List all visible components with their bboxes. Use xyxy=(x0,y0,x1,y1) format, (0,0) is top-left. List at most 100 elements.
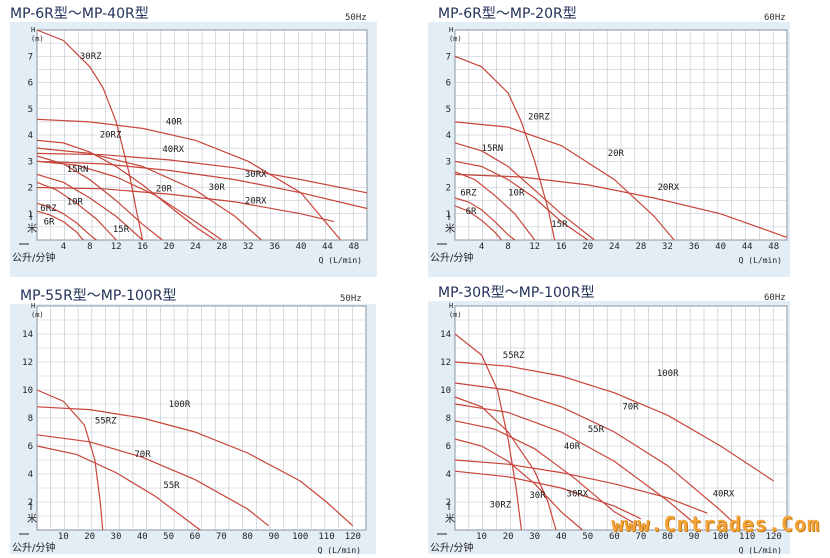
series-line-70r xyxy=(454,382,735,524)
x-tick-label: 40 xyxy=(715,242,726,252)
frequency-label: 50Hz xyxy=(340,294,362,304)
series-line-10r xyxy=(454,171,536,241)
y-tick-label: 8 xyxy=(28,414,33,424)
y-tick-label: 12 xyxy=(440,358,451,368)
x-tick-label: 48 xyxy=(348,242,359,252)
curve-label: 20RX xyxy=(658,183,680,193)
x-tick-label: 80 xyxy=(662,532,673,542)
x-tick-label: 16 xyxy=(137,242,148,252)
x-tick-label: 28 xyxy=(216,242,227,252)
y-tick-label: 4 xyxy=(28,131,33,141)
x-tick-label: 90 xyxy=(689,532,700,542)
x-tick-label: 20 xyxy=(582,242,593,252)
y-axis-label: H xyxy=(31,26,35,34)
y-axis-unit-cn: 米 xyxy=(445,512,455,525)
y-tick-label: 4 xyxy=(446,470,451,480)
curve-label: 6R xyxy=(44,217,55,227)
y-axis-unit-cn: 米 xyxy=(445,222,455,235)
curve-label: 70R xyxy=(134,450,151,460)
y-axis-unit: (m) xyxy=(449,311,462,319)
x-tick-label: 24 xyxy=(609,242,620,252)
y-axis-unit: (m) xyxy=(31,35,44,43)
x-axis-label: Q (L/min) xyxy=(739,546,782,555)
y-tick-label: 5 xyxy=(446,105,451,115)
y-tick-label: 7 xyxy=(28,52,33,62)
series-line-30rx xyxy=(454,470,642,520)
x-tick-label: 4 xyxy=(479,242,484,252)
y-tick-label: 4 xyxy=(28,470,33,480)
x-tick-label: 90 xyxy=(268,532,279,542)
curve-label: 40R xyxy=(166,118,183,128)
x-tick-label: 50 xyxy=(582,532,593,542)
series-line-10r xyxy=(36,181,117,241)
chart-title: MP-55R型～MP-100R型 xyxy=(20,288,177,304)
x-tick-label: 70 xyxy=(635,532,646,542)
x-tick-label: 36 xyxy=(269,242,280,252)
x-tick-label: 44 xyxy=(322,242,333,252)
y-axis-label: H xyxy=(449,26,453,34)
series-line-15r xyxy=(454,160,589,241)
y-tick-label: 2 xyxy=(28,498,33,508)
series-line-20rz xyxy=(454,55,556,241)
curve-label: 55R xyxy=(163,481,180,491)
y-axis-label: H xyxy=(449,302,453,310)
x-tick-label: 80 xyxy=(242,532,253,542)
series-line-55rz xyxy=(454,333,522,531)
curve-label: 20R xyxy=(608,149,625,159)
y-tick-label: 6 xyxy=(446,79,451,89)
x-tick-label: 28 xyxy=(635,242,646,252)
x-tick-label: 8 xyxy=(87,242,92,252)
curve-label: 20RZ xyxy=(100,131,122,141)
series-line-55r xyxy=(36,445,201,531)
x-tick-label: 30 xyxy=(111,532,122,542)
y-tick-label: 4 xyxy=(446,131,451,141)
y-tick-label: 6 xyxy=(446,442,451,452)
x-tick-label: 120 xyxy=(766,532,782,542)
y-tick-label: 3 xyxy=(446,157,451,167)
curve-label: 100R xyxy=(657,369,679,379)
x-axis-label: Q (L/min) xyxy=(319,256,362,265)
x-axis-label: Q (L/min) xyxy=(739,256,782,265)
curve-label: 70R xyxy=(622,403,639,413)
series-line-20rx xyxy=(36,186,335,223)
curve-label: 100R xyxy=(169,400,191,410)
curve-label: 15RN xyxy=(67,165,89,175)
x-tick-label: 12 xyxy=(111,242,122,252)
x-tick-label: 4 xyxy=(61,242,66,252)
series-line-55rz xyxy=(36,389,104,531)
x-tick-label: 44 xyxy=(742,242,753,252)
chart-title: MP-6R型～MP-40R型 xyxy=(10,6,149,22)
curve-label: 40RX xyxy=(162,145,184,155)
curve-label: 6RZ xyxy=(460,188,477,198)
curve-label: 15R xyxy=(113,225,130,235)
x-tick-label: 100 xyxy=(292,532,308,542)
y-tick-label: 2 xyxy=(446,184,451,194)
x-tick-label: 48 xyxy=(768,242,779,252)
y-tick-label: 10 xyxy=(440,386,451,396)
y-tick-label: 6 xyxy=(28,442,33,452)
curve-label: 6RZ xyxy=(40,204,57,214)
x-axis-label: Q (L/min) xyxy=(318,546,361,555)
frequency-label: 60Hz xyxy=(764,293,786,303)
series-line-15rn xyxy=(36,155,163,241)
y-tick-label: 8 xyxy=(446,414,451,424)
chart-title: MP-30R型～MP-100R型 xyxy=(438,285,595,301)
curve-label: 30R xyxy=(529,491,546,501)
x-tick-label: 24 xyxy=(190,242,201,252)
x-tick-label: 40 xyxy=(556,532,567,542)
series-line-6r xyxy=(454,205,502,241)
x-axis-label-cn: 公升/分钟 xyxy=(12,251,55,264)
y-axis-unit-cn: 米 xyxy=(27,222,37,235)
y-tick-label: 1 xyxy=(28,210,33,220)
curve-label: 10R xyxy=(508,188,525,198)
y-tick-label: 5 xyxy=(28,105,33,115)
y-tick-label: 10 xyxy=(22,386,33,396)
series-line-30rx xyxy=(36,160,368,210)
curve-label: 30R xyxy=(209,183,226,193)
x-tick-label: 70 xyxy=(216,532,227,542)
curve-label: 20R xyxy=(156,184,173,194)
x-tick-label: 36 xyxy=(689,242,700,252)
series-line-15rn xyxy=(454,142,595,241)
